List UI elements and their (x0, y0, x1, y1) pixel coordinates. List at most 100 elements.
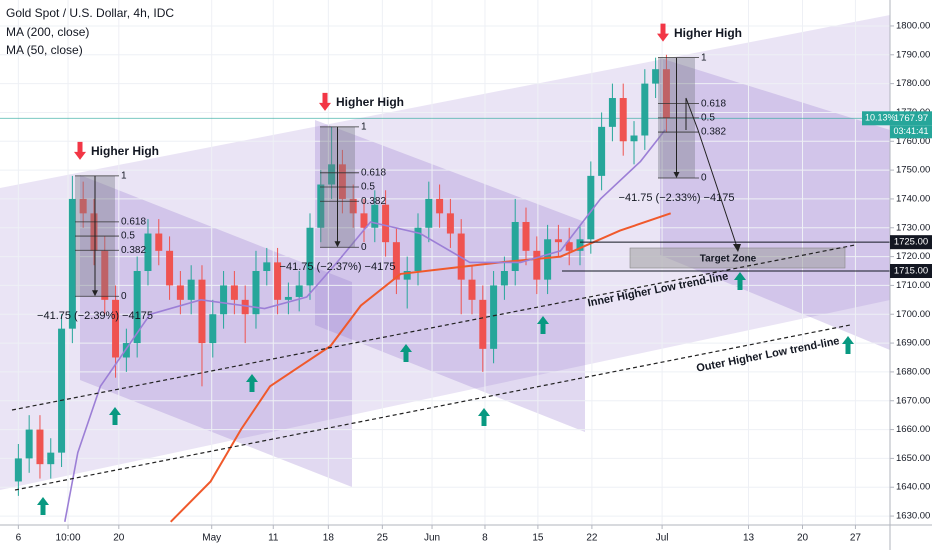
x-tick-label: 18 (323, 533, 335, 544)
down-arrow (319, 92, 331, 111)
candle-body (295, 285, 303, 297)
candle-body (47, 452, 55, 465)
x-tick-label: 6 (16, 533, 22, 544)
grid (0, 0, 890, 525)
projection-arrow-head (733, 244, 741, 252)
candle-body (382, 204, 390, 243)
y-tick-label: 1760.00 (896, 136, 930, 147)
measure-arrow-head (334, 241, 341, 248)
candle-body (101, 250, 109, 300)
candle-body (166, 250, 174, 286)
candle-body (122, 343, 130, 358)
candle-body (576, 239, 584, 251)
fib-level-label: 0 (701, 173, 707, 184)
y-tick-label: 1690.00 (896, 338, 930, 349)
x-tick-label: 8 (482, 533, 488, 544)
x-axis-panel (0, 525, 932, 550)
measure-label: −41.75 (−2.33%) −4175 (619, 192, 735, 204)
y-tick-label: 1670.00 (896, 395, 930, 406)
x-tick-label: 20 (113, 533, 125, 544)
legend-entry: MA (200, close) (6, 25, 89, 39)
up-arrow (842, 336, 854, 354)
candle-body (349, 198, 357, 214)
y-tick-label: 1640.00 (896, 482, 930, 493)
fib-level-label: 0.618 (361, 167, 386, 178)
candle-body (511, 221, 519, 272)
fib-level-label: 0 (121, 291, 127, 302)
outer-trend-line (14, 324, 851, 491)
candle-body (68, 198, 76, 329)
up-arrow (37, 497, 49, 515)
down-arrow (74, 141, 86, 160)
measure-label: −41.75 (−2.39%) −4175 (37, 310, 153, 322)
candle-body (90, 213, 98, 251)
y-tick-label: 1680.00 (896, 366, 930, 377)
countdown: 03:41:41 (893, 126, 928, 136)
candle-body (112, 299, 120, 358)
up-arrow (478, 408, 490, 426)
candle-body (414, 227, 422, 272)
fib-level-label: 1 (701, 52, 707, 63)
level-tag-label: 1715.00 (894, 266, 928, 277)
legend-entry: MA (50, close) (6, 43, 83, 57)
x-tick-label: 11 (268, 533, 279, 544)
candle-body (284, 296, 292, 300)
y-tick-label: 1800.00 (896, 20, 930, 31)
candle-body (652, 69, 660, 84)
candle-body (187, 279, 195, 300)
candle-body (133, 271, 141, 344)
candle-body (338, 164, 346, 199)
y-tick-label: 1730.00 (896, 222, 930, 233)
y-tick-label: 1630.00 (896, 511, 930, 522)
candle-body (490, 285, 498, 349)
candle-body (176, 285, 184, 300)
moving-average (64, 129, 666, 522)
measure-arrow-head (92, 290, 98, 297)
x-tick-label: 15 (532, 533, 544, 544)
y-tick-label: 1790.00 (896, 49, 930, 60)
up-arrow (109, 407, 121, 425)
y-tick-label: 1720.00 (896, 251, 930, 262)
fib-level-label: 0.5 (121, 231, 135, 242)
target-zone-label: Target Zone (700, 254, 757, 265)
candle-body (209, 314, 217, 344)
y-tick-label: 1660.00 (896, 424, 930, 435)
candle-body (630, 135, 638, 142)
candle-body (198, 279, 206, 344)
level-tag-label: 1725.00 (894, 237, 928, 248)
candle-body (500, 271, 508, 286)
measure-arrow-head (673, 172, 680, 179)
candle-body (79, 198, 87, 214)
fib-level-label: 0.382 (701, 127, 726, 138)
fib-level-label: 0 (361, 242, 367, 253)
up-arrow (734, 272, 746, 290)
y-tick-label: 1650.00 (896, 453, 930, 464)
candle-body (587, 175, 595, 240)
fib-level-label: 0.5 (361, 182, 375, 193)
candle-body (230, 285, 238, 300)
x-tick-label: Jul (656, 533, 669, 544)
candle-body (565, 242, 573, 251)
countdown-tag (890, 125, 932, 139)
candle-body (662, 69, 670, 119)
candle-body (598, 126, 606, 176)
candle-body (436, 198, 444, 214)
candle-body (533, 250, 541, 280)
price-tag-label: 1767.97 (894, 113, 928, 124)
candle-body (220, 285, 228, 315)
candle-body (468, 279, 476, 300)
x-tick-label: 13 (743, 533, 755, 544)
candle-body (274, 262, 282, 300)
inner-trend-line (11, 244, 856, 411)
up-arrow (537, 316, 549, 334)
fib-level-label: 0.618 (701, 98, 726, 109)
y-tick-label: 1710.00 (896, 280, 930, 291)
level-tag (890, 264, 932, 279)
up-arrow (400, 344, 412, 362)
x-tick-label: 10:00 (56, 533, 81, 544)
x-tick-label: Jun (424, 533, 440, 544)
up-arrow (246, 374, 258, 392)
candle-body (360, 213, 368, 228)
